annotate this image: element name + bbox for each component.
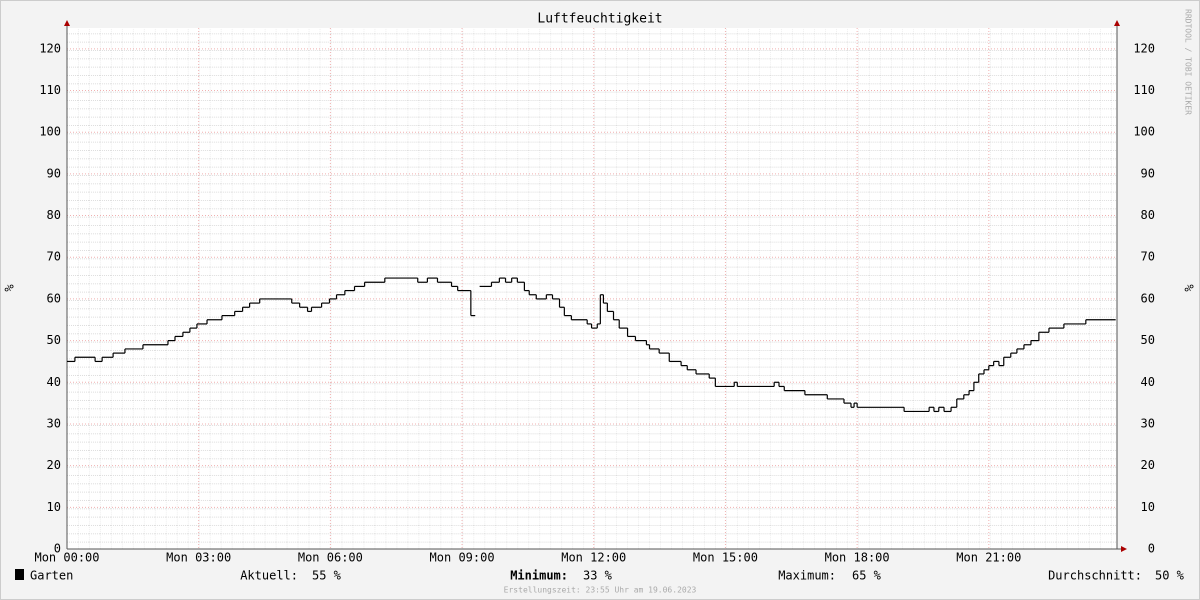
y-tick-label: 20 <box>47 458 61 472</box>
y-tick-label: 60 <box>47 291 61 305</box>
chart-title: Luftfeuchtigkeit <box>537 12 662 27</box>
y2-tick-label: 30 <box>1141 416 1155 430</box>
x-tick-label: Mon 21:00 <box>956 551 1021 565</box>
y2-tick-label: 110 <box>1133 83 1155 97</box>
y-tick-label: 0 <box>54 542 61 556</box>
footer: Erstellungszeit: 23:55 Uhr am 19.06.2023 <box>504 586 697 595</box>
y-tick-label: 40 <box>47 375 61 389</box>
minor-grid <box>67 28 1117 549</box>
y2-tick-label: 0 <box>1148 542 1155 556</box>
y2-tick-label: 80 <box>1141 208 1155 222</box>
x-tick-label: Mon 12:00 <box>561 551 626 565</box>
y2-tick-label: 90 <box>1141 166 1155 180</box>
watermark: RRDTOOL / TOBI OETIKER <box>1184 9 1193 115</box>
y2-tick-label: 50 <box>1141 333 1155 347</box>
y2-tick-label: 20 <box>1141 458 1155 472</box>
stat-label: Maximum: <box>778 569 836 583</box>
arrow <box>64 20 70 26</box>
x-tick-label: Mon 06:00 <box>298 551 363 565</box>
y-tick-label: 30 <box>47 416 61 430</box>
stat-value: 65 % <box>852 569 882 583</box>
stat-value: 50 % <box>1155 569 1185 583</box>
x-tick-label: Mon 03:00 <box>166 551 231 565</box>
stat-label: Minimum: <box>510 569 568 583</box>
y2-tick-label: 40 <box>1141 375 1155 389</box>
x-tick-label: Mon 18:00 <box>825 551 890 565</box>
stat-label: Durchschnitt: <box>1048 569 1142 583</box>
y-tick-label: 110 <box>39 83 61 97</box>
arrow <box>1114 20 1120 26</box>
arrow <box>1121 546 1127 552</box>
y-tick-label: 100 <box>39 125 61 139</box>
stat-value: 33 % <box>583 569 613 583</box>
stat-value: 55 % <box>312 569 342 583</box>
y-tick-label: 80 <box>47 208 61 222</box>
y2-tick-label: 60 <box>1141 291 1155 305</box>
legend-label: Garten <box>30 569 73 583</box>
x-tick-label: Mon 15:00 <box>693 551 758 565</box>
y-tick-label: 120 <box>39 41 61 55</box>
stat-label: Aktuell: <box>240 569 298 583</box>
y2-tick-label: 10 <box>1141 500 1155 514</box>
y-tick-label: 50 <box>47 333 61 347</box>
y-axis-label: % <box>3 284 17 292</box>
legend-swatch <box>15 569 24 580</box>
x-tick-label: Mon 09:00 <box>430 551 495 565</box>
x-tick-label: Mon 00:00 <box>34 551 99 565</box>
y-tick-label: 10 <box>47 500 61 514</box>
y-tick-label: 90 <box>47 166 61 180</box>
y2-axis-label: % <box>1183 284 1197 292</box>
y-tick-label: 70 <box>47 250 61 264</box>
y2-tick-label: 70 <box>1141 250 1155 264</box>
y2-tick-label: 120 <box>1133 41 1155 55</box>
y2-tick-label: 100 <box>1133 125 1155 139</box>
